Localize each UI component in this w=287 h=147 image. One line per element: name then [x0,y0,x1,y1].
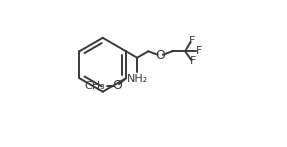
Text: NH₂: NH₂ [127,74,148,84]
Text: O: O [155,49,165,62]
Text: F: F [189,56,196,66]
Text: F: F [195,46,202,56]
Text: O: O [112,79,122,92]
Text: F: F [189,36,195,46]
Text: CH₃: CH₃ [84,81,105,91]
